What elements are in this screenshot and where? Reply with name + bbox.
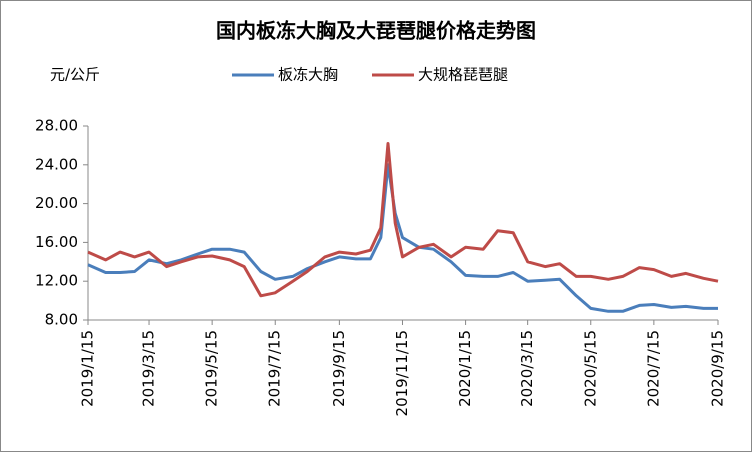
x-tick-label: 2019/5/15 [203,330,221,407]
legend-label: 大规格琵琶腿 [418,66,508,84]
chart-title: 国内板冻大胸及大琵琶腿价格走势图 [216,19,536,43]
x-tick-label: 2020/3/15 [518,330,536,407]
series-line [87,142,719,298]
legend-label: 板冻大胸 [278,66,338,84]
y-tick-label: 16.00 [35,233,78,251]
x-tick-label: 2019/11/15 [393,330,411,416]
x-tick-label: 2020/9/15 [709,330,727,407]
y-tick-label: 28.00 [35,117,78,135]
y-axis-unit: 元/公斤 [50,66,100,84]
x-tick-label: 2019/1/15 [79,330,97,407]
x-tick-label: 2019/9/15 [330,330,348,407]
x-tick-label: 2020/7/15 [644,330,662,407]
y-tick-label: 20.00 [35,194,78,212]
y-tick-label: 12.00 [35,272,78,290]
y-tick-label: 24.00 [35,155,78,173]
x-tick-label: 2019/3/15 [140,330,158,407]
y-tick-label: 8.00 [45,311,78,329]
x-tick-label: 2020/5/15 [581,330,599,407]
x-tick-label: 2020/1/15 [456,330,474,407]
x-tick-label: 2019/7/15 [266,330,284,407]
